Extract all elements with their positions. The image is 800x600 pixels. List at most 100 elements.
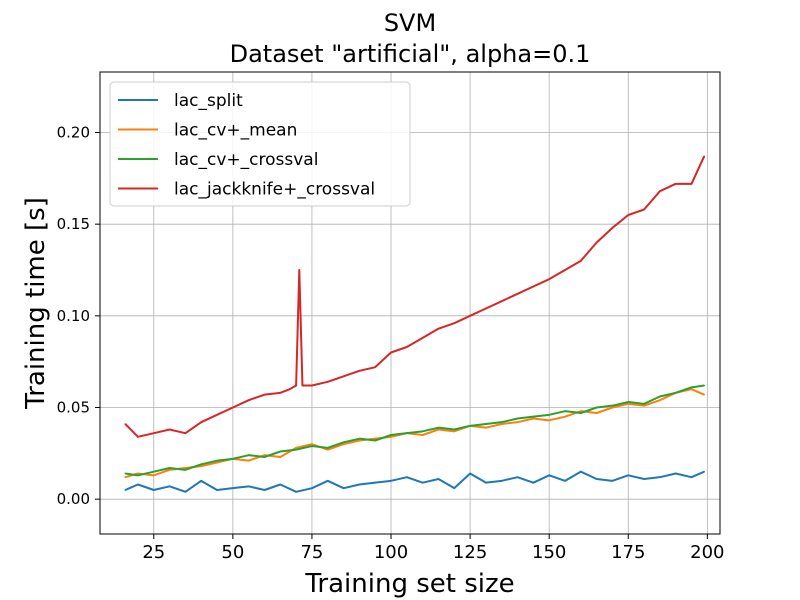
data-point (703, 384, 705, 387)
data-point (390, 351, 392, 354)
data-point (200, 465, 203, 467)
data-point (469, 472, 471, 475)
data-point (564, 480, 566, 482)
data-point (216, 461, 218, 464)
data-point (548, 414, 550, 416)
data-point (659, 476, 661, 478)
data-point (421, 430, 424, 433)
data-point (690, 476, 693, 478)
data-point (595, 478, 598, 480)
data-point (279, 392, 282, 394)
y-tick-label: 0.10 (57, 307, 90, 325)
data-point (500, 423, 503, 425)
x-tick-label: 75 (300, 542, 323, 563)
data-point (168, 467, 171, 469)
data-point (137, 483, 139, 486)
data-point (595, 241, 598, 244)
data-point (279, 483, 282, 486)
data-point (390, 480, 392, 482)
data-point (342, 487, 345, 489)
data-point (469, 315, 471, 317)
data-point (374, 437, 377, 440)
x-axis-label: Training set size (304, 569, 514, 599)
series-lac_split (124, 470, 705, 493)
legend-items: lac_split lac_cv+_mean lac_cv+_crossvallac… (118, 91, 375, 200)
data-point (703, 470, 705, 473)
data-point (611, 406, 614, 409)
data-point (295, 448, 297, 451)
data-point (152, 470, 155, 473)
data-point (311, 487, 313, 489)
data-point (263, 454, 266, 456)
data-point (342, 443, 345, 445)
data-point (184, 491, 187, 493)
data-point (390, 434, 392, 436)
data-point (279, 456, 282, 458)
data-point (469, 425, 471, 427)
data-point (168, 485, 171, 488)
series-line (125, 384, 705, 477)
data-point (216, 414, 218, 416)
y-tick-label: 0.05 (57, 399, 90, 417)
data-point (595, 412, 598, 414)
data-point (342, 441, 345, 444)
data-point (703, 393, 705, 396)
data-point (137, 472, 139, 475)
data-point (311, 443, 313, 445)
data-point (516, 293, 519, 295)
data-point (200, 480, 203, 482)
data-point (421, 481, 424, 484)
data-point (674, 183, 677, 185)
data-point (643, 208, 645, 211)
data-point (152, 474, 155, 477)
data-point (627, 474, 630, 477)
data-point (311, 384, 313, 387)
data-point (326, 381, 329, 383)
data-point (516, 476, 519, 478)
data-point (659, 190, 661, 192)
data-point (298, 269, 301, 271)
data-point (137, 436, 139, 438)
data-point (548, 474, 550, 477)
data-point (200, 421, 203, 423)
data-point (216, 459, 218, 462)
data-point (152, 432, 155, 434)
data-point (124, 472, 127, 475)
x-tick-label: 150 (532, 542, 566, 563)
data-point (627, 214, 630, 216)
data-point (643, 403, 645, 405)
data-point (611, 227, 614, 229)
legend-label: lac_split (174, 91, 243, 111)
data-point (690, 388, 693, 390)
data-point (137, 474, 139, 477)
data-point (247, 399, 250, 401)
data-point (532, 481, 535, 484)
data-point (358, 483, 361, 486)
legend-label: lac_cv+_crossval (174, 150, 318, 170)
x-tick-label: 100 (374, 542, 408, 563)
data-point (485, 426, 487, 429)
data-point (184, 467, 187, 469)
x-tick-label: 200 (690, 542, 724, 563)
y-axis-label: Training time [s] (21, 197, 51, 410)
chart-title-line2: Dataset "artificial", alpha=0.1 (230, 40, 591, 68)
data-point (485, 307, 487, 310)
data-point (358, 437, 361, 440)
data-point (580, 470, 582, 473)
data-point (263, 489, 266, 491)
data-point (232, 458, 234, 460)
data-point (295, 447, 297, 449)
data-point (263, 456, 266, 458)
data-point (627, 401, 630, 403)
data-point (406, 432, 408, 434)
data-point (453, 428, 456, 431)
y-tick-label: 0.00 (57, 490, 90, 508)
data-point (500, 421, 503, 423)
data-point (200, 463, 203, 466)
legend-label: lac_cv+_mean (174, 121, 297, 141)
data-point (548, 278, 550, 280)
data-point (690, 183, 693, 185)
data-point (659, 399, 661, 401)
y-tick-label: 0.15 (57, 215, 90, 233)
